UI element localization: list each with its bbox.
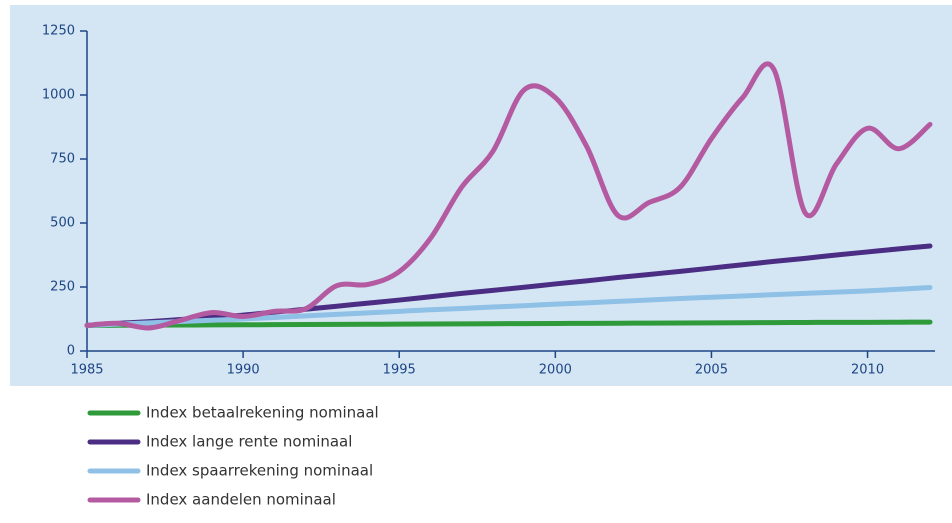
legend-label: Index lange rente nominaal (146, 433, 352, 451)
series-line (84, 61, 933, 331)
legend-label: Index spaarrekening nominaal (146, 462, 373, 480)
y-tick-label: 1000 (42, 88, 75, 103)
x-tick-label: 2005 (695, 363, 728, 378)
y-tick-label: 1250 (42, 24, 75, 39)
y-tick-label: 250 (50, 280, 75, 295)
x-tick-label: 1985 (70, 363, 103, 378)
x-tick-label: 1990 (227, 363, 260, 378)
y-tick-label: 0 (67, 344, 75, 359)
series-line (84, 319, 933, 328)
legend-label: Index aandelen nominaal (146, 491, 336, 509)
x-tick-label: 2000 (539, 363, 572, 378)
y-tick-label: 500 (50, 216, 75, 231)
y-tick-label: 750 (50, 152, 75, 167)
legend-label: Index betaalrekening nominaal (146, 404, 379, 422)
x-tick-label: 1995 (383, 363, 416, 378)
series-line (84, 285, 933, 328)
x-tick-label: 2010 (851, 363, 884, 378)
